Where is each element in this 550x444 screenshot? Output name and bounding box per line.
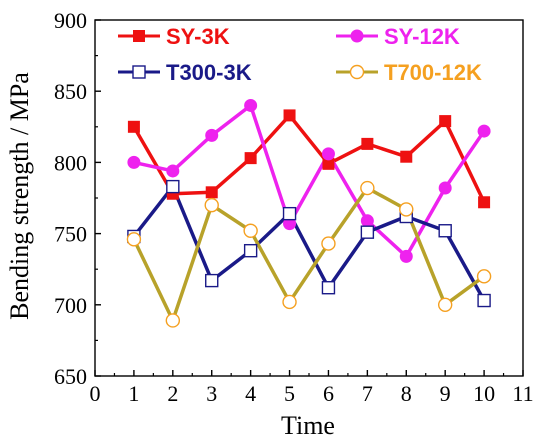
x-tick-label: 1 [128, 381, 139, 406]
data-point [127, 120, 140, 133]
data-point [166, 179, 180, 194]
data-point [360, 225, 375, 239]
series-line [132, 184, 486, 302]
y-tick-label: 650 [54, 364, 87, 389]
y-tick-label: 900 [54, 8, 87, 33]
legend-label: SY-12K [384, 24, 460, 49]
data-point [282, 206, 297, 221]
data-point [283, 217, 297, 231]
x-tick-label: 9 [440, 381, 451, 406]
data-point [360, 214, 374, 228]
data-point [243, 243, 258, 258]
data-point [477, 293, 491, 308]
series-line [132, 186, 486, 323]
data-point [127, 155, 141, 169]
data-point [283, 109, 296, 122]
x-tick-label: 4 [245, 381, 256, 406]
legend-marker [132, 65, 146, 79]
x-tick-label: 2 [167, 381, 178, 406]
legend-item-t700-12k: T700-12K [336, 60, 482, 85]
x-tick-label: 10 [473, 381, 495, 406]
data-point [360, 180, 375, 196]
plot-area [126, 98, 492, 328]
y-axis-title: Bending strength / MPa [5, 72, 34, 320]
data-point [476, 269, 492, 284]
data-point [244, 152, 257, 165]
series-line [132, 113, 486, 204]
x-tick-label: 0 [90, 381, 101, 406]
data-point [243, 223, 258, 238]
legend-marker [349, 64, 365, 80]
data-point [361, 137, 374, 150]
legend-label: SY-3K [166, 24, 230, 49]
data-point [205, 128, 219, 142]
data-point [477, 124, 491, 138]
y-tick-label: 700 [54, 293, 87, 318]
data-point [437, 297, 453, 312]
data-point [321, 147, 335, 161]
y-tick-label: 800 [54, 150, 87, 175]
data-point [204, 197, 219, 213]
x-tick-label: 6 [323, 381, 334, 406]
data-point [478, 196, 491, 209]
legend-item-sy-12k: SY-12K [336, 24, 460, 49]
data-point [322, 157, 335, 170]
x-tick-label: 3 [206, 381, 217, 406]
data-point [166, 164, 180, 178]
axes: 0 1 2 3 4 5 6 7 8 9 10 11 650 700 750 800 850 900 [54, 8, 534, 406]
legend-marker [350, 29, 364, 43]
data-point [399, 202, 414, 217]
x-tick-label: 8 [401, 381, 412, 406]
legend: SY-3K SY-12K T300-3K T700-12K [118, 24, 482, 85]
legend-marker [133, 30, 145, 42]
y-tick-label: 750 [54, 222, 87, 247]
legend-item-sy-3k: SY-3K [118, 24, 230, 49]
data-point [282, 294, 297, 310]
data-point [321, 281, 336, 295]
data-point [439, 115, 452, 128]
data-point [399, 249, 413, 263]
legend-item-t300-3k: T300-3K [118, 60, 252, 85]
data-point [400, 150, 413, 163]
series-line [133, 103, 486, 259]
legend-label: T700-12K [384, 60, 482, 85]
legend-label: T300-3K [166, 60, 252, 85]
x-tick-label: 7 [362, 381, 373, 406]
data-point [205, 186, 218, 199]
data-point [321, 236, 336, 251]
x-tick-label: 5 [284, 381, 295, 406]
x-tick-label: 11 [512, 381, 533, 406]
data-point [205, 273, 219, 288]
x-axis-title: Time [281, 411, 335, 440]
y-tick-label: 850 [54, 79, 87, 104]
data-point [126, 232, 142, 247]
data-point [165, 313, 181, 328]
data-point [244, 98, 258, 112]
data-point [438, 181, 452, 195]
data-point [438, 224, 452, 238]
